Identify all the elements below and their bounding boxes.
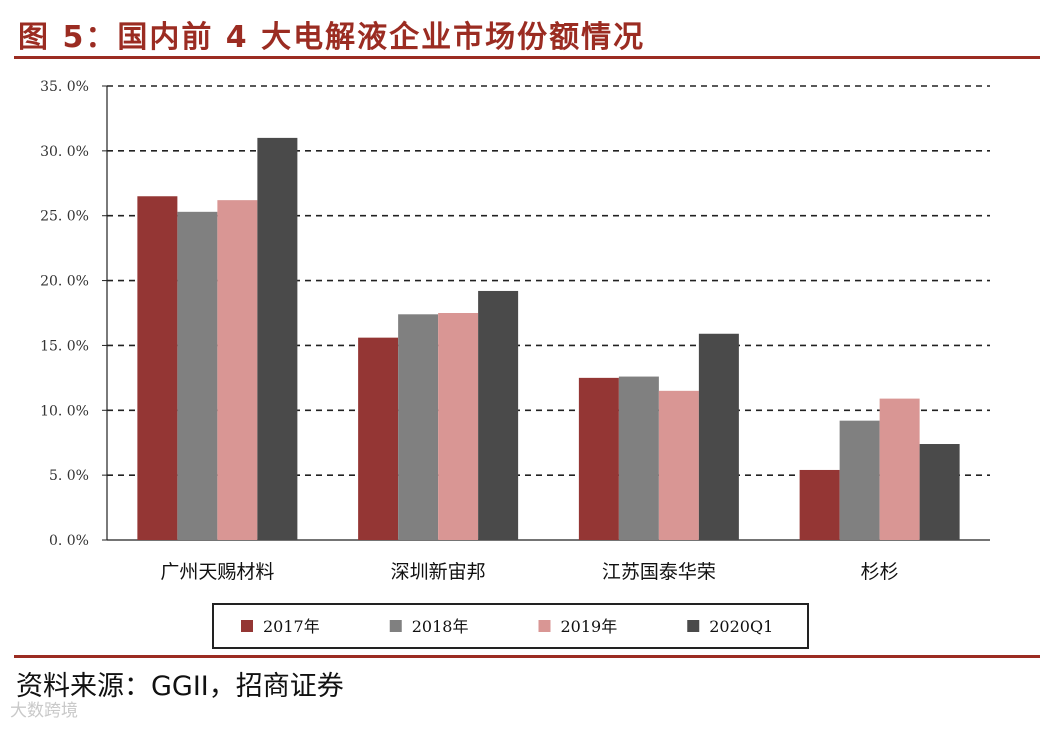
watermark: 大数跨境 [10, 701, 78, 721]
y-tick-label: 5. 0% [49, 468, 89, 484]
y-tick-label: 30. 0% [40, 144, 89, 160]
legend-swatch [389, 620, 402, 632]
bar-4-1 [257, 137, 298, 540]
figure-title: 图 5：国内前 4 大电解液企业市场份额情况 [18, 20, 646, 55]
y-tick-label: 20. 0% [40, 274, 89, 290]
bar-3-1 [217, 200, 258, 541]
title-rule [14, 56, 1040, 59]
bar-3-2 [438, 313, 479, 540]
source-rule [14, 655, 1040, 658]
y-tick-label: 0. 0% [49, 533, 89, 549]
bar-2-4 [839, 420, 880, 540]
legend-swatch [687, 620, 700, 632]
legend-label: 2019年 [561, 617, 618, 636]
bar-chart: 0. 0% 5. 0% 10. 0% 15. 0% 20. 0% 25. 0% 30. 0%… [40, 79, 990, 649]
legend-label: 2018年 [412, 617, 469, 636]
category-label: 杉杉 [861, 561, 899, 583]
bar-4-4 [919, 444, 960, 540]
bar-4-3 [698, 333, 739, 540]
bar-2-2 [398, 314, 439, 540]
bar-1-1 [137, 196, 178, 540]
bar-3-4 [879, 398, 920, 540]
y-tick-label: 15. 0% [40, 338, 89, 354]
legend-swatch [538, 620, 551, 632]
category-label: 广州天赐材料 [160, 561, 274, 583]
source-note: 资料来源：GGII，招商证券 [16, 671, 344, 702]
category-label: 江苏国泰华荣 [602, 561, 716, 583]
category-label: 深圳新宙邦 [391, 561, 486, 583]
y-tick-label: 25. 0% [40, 209, 89, 225]
y-tick-label: 10. 0% [40, 403, 89, 419]
legend-label: 2017年 [263, 617, 320, 636]
bar-3-3 [658, 390, 699, 540]
y-tick-label: 35. 0% [40, 79, 89, 95]
legend-swatch [241, 620, 253, 632]
bar-1-2 [358, 337, 399, 540]
bar-2-1 [177, 211, 218, 540]
bar-1-3 [578, 377, 619, 540]
bar-1-4 [799, 469, 840, 540]
bar-2-3 [618, 376, 659, 540]
legend-box [212, 603, 809, 649]
bar-4-2 [478, 290, 519, 540]
legend-label: 2020Q1 [709, 617, 773, 636]
